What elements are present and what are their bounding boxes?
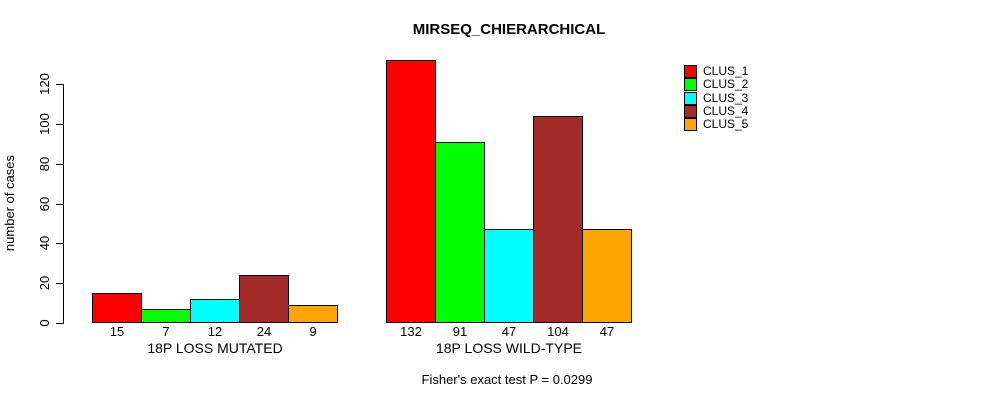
y-tick-mark xyxy=(56,204,63,205)
legend-swatch-clus_5 xyxy=(684,118,697,131)
bar-clus_1-2 xyxy=(386,60,436,323)
legend-label-clus_3: CLUS_3 xyxy=(703,91,749,105)
bar-value-label: 104 xyxy=(547,324,569,339)
legend-label-clus_4: CLUS_4 xyxy=(703,104,749,118)
bar-value-label: 12 xyxy=(207,324,223,339)
bar-value-label: 47 xyxy=(599,324,615,339)
bar-clus_3-1 xyxy=(190,299,240,323)
y-tick-mark xyxy=(56,283,63,284)
legend-label-clus_5: CLUS_5 xyxy=(703,117,749,131)
y-tick-mark xyxy=(56,124,63,125)
x-group-label: 18P LOSS MUTATED xyxy=(147,340,283,356)
y-axis-line xyxy=(63,84,64,324)
bar-clus_4-2 xyxy=(533,116,583,323)
legend-label-clus_2: CLUS_2 xyxy=(703,77,749,91)
x-group-label: 18P LOSS WILD-TYPE xyxy=(435,340,582,356)
legend-swatch-clus_3 xyxy=(684,92,697,105)
y-tick-mark xyxy=(56,164,63,165)
bar-value-label: 9 xyxy=(309,324,317,339)
y-tick-mark xyxy=(56,323,63,324)
y-axis-label: number of cases xyxy=(2,154,17,252)
bar-value-label: 47 xyxy=(501,324,517,339)
bar-value-label: 15 xyxy=(109,324,125,339)
bar-clus_5-1 xyxy=(288,305,338,323)
legend-swatch-clus_1 xyxy=(684,65,697,78)
y-tick-label: 100 xyxy=(37,113,52,135)
bar-value-label: 7 xyxy=(162,324,170,339)
y-tick-mark xyxy=(56,84,63,85)
y-tick-label: 40 xyxy=(37,235,52,251)
bar-clus_5-2 xyxy=(582,229,632,323)
legend-swatch-clus_4 xyxy=(684,105,697,118)
y-tick-label: 80 xyxy=(37,156,52,172)
bar-clus_3-2 xyxy=(484,229,534,323)
stat-annotation: Fisher's exact test P = 0.0299 xyxy=(421,372,593,387)
bar-clus_2-1 xyxy=(141,309,191,323)
bar-clus_1-1 xyxy=(92,293,142,323)
bar-value-label: 24 xyxy=(256,324,272,339)
chart-title: MIRSEQ_CHIERARCHICAL xyxy=(412,21,606,38)
y-tick-label: 120 xyxy=(37,73,52,95)
bar-clus_2-2 xyxy=(435,142,485,323)
bar-value-label: 132 xyxy=(400,324,422,339)
bar-value-label: 91 xyxy=(452,324,468,339)
y-tick-label: 20 xyxy=(37,275,52,291)
legend-swatch-clus_2 xyxy=(684,78,697,91)
bar-clus_4-1 xyxy=(239,275,289,323)
legend-label-clus_1: CLUS_1 xyxy=(703,64,749,78)
y-tick-label: 0 xyxy=(37,319,52,327)
y-tick-mark xyxy=(56,243,63,244)
y-tick-label: 60 xyxy=(37,196,52,212)
